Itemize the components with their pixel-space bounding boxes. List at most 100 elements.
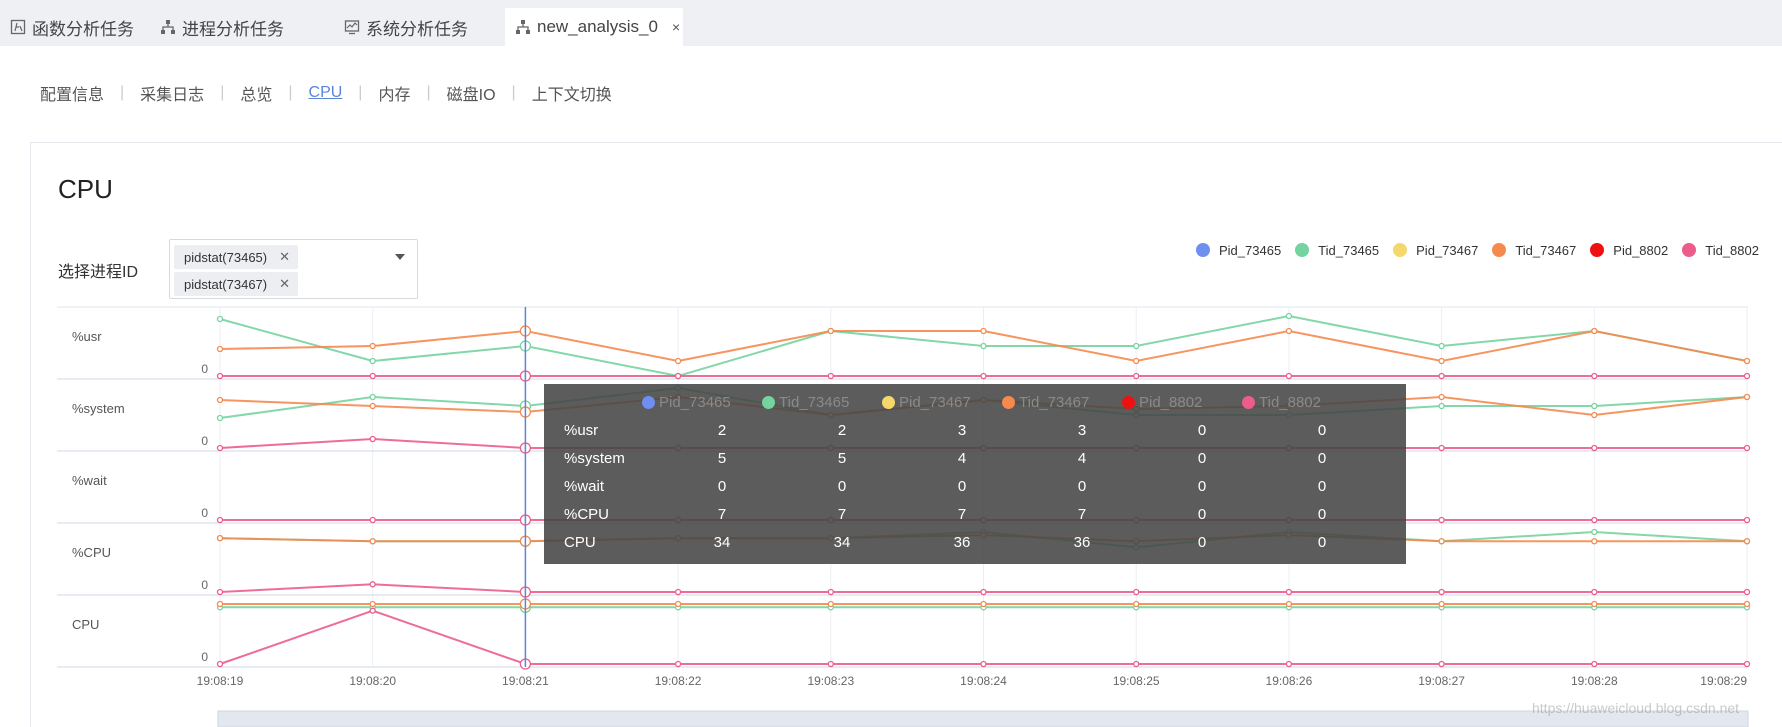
legend-item[interactable]: Pid_73467 bbox=[1393, 243, 1478, 258]
tooltip-value: 0 bbox=[1077, 478, 1087, 495]
tooltip-value: 34 bbox=[713, 534, 731, 551]
data-point bbox=[1591, 327, 1598, 335]
legend-item[interactable]: Tid_8802 bbox=[1682, 243, 1759, 258]
tooltip-series-name: Pid_8802 bbox=[1139, 394, 1203, 411]
tooltip-value: 0 bbox=[1317, 534, 1327, 551]
x-tick-label: 19:08:22 bbox=[655, 674, 702, 688]
tab-process-analysis[interactable]: 进程分析任务 bbox=[150, 8, 294, 46]
tab-function-analysis[interactable]: 函数分析任务 bbox=[0, 8, 144, 46]
data-point bbox=[1438, 372, 1445, 380]
tooltip-series-name: Pid_73465 bbox=[659, 394, 731, 411]
subnav-cpu[interactable]: CPU bbox=[308, 84, 343, 101]
series-dot-icon bbox=[1242, 396, 1255, 409]
data-point bbox=[1285, 588, 1293, 596]
data-point bbox=[369, 402, 376, 410]
x-tick-label: 19:08:19 bbox=[197, 674, 244, 688]
data-point bbox=[674, 600, 682, 608]
close-icon[interactable]: × bbox=[671, 19, 681, 35]
data-point bbox=[1133, 357, 1140, 365]
data-point bbox=[1591, 444, 1598, 452]
tooltip-value: 36 bbox=[953, 534, 971, 551]
legend-item[interactable]: Tid_73467 bbox=[1492, 243, 1576, 258]
tooltip-value: 4 bbox=[957, 450, 967, 467]
chip-label: pidstat(73467) bbox=[184, 276, 268, 292]
tooltip-value: 0 bbox=[957, 478, 967, 495]
data-point bbox=[1133, 372, 1140, 380]
data-point bbox=[827, 588, 834, 596]
hierarchy-icon bbox=[160, 19, 176, 35]
tooltip-value: 0 bbox=[837, 478, 847, 495]
tooltip-value: 0 bbox=[1317, 506, 1327, 523]
legend-dot-icon bbox=[1393, 243, 1408, 257]
tab-system-analysis[interactable]: 系统分析任务 bbox=[334, 8, 478, 46]
tooltip-value: 36 bbox=[1073, 534, 1091, 551]
data-point bbox=[216, 660, 224, 668]
data-point bbox=[1133, 660, 1140, 668]
data-point bbox=[1743, 600, 1751, 608]
tooltip-row: %system 5 5 4 4 0 0 bbox=[544, 450, 1406, 472]
x-tick-label: 19:08:21 bbox=[502, 674, 549, 688]
zoom-slider bbox=[217, 710, 1749, 727]
data-point bbox=[1438, 393, 1445, 401]
chip-remove-icon[interactable]: ✕ bbox=[279, 249, 291, 264]
tooltip-row: %usr 2 2 3 3 0 0 bbox=[544, 422, 1406, 444]
tooltip-value: 2 bbox=[837, 422, 847, 439]
tooltip-value: 0 bbox=[1317, 478, 1327, 495]
subnav-separator: | bbox=[426, 84, 431, 101]
data-point bbox=[369, 435, 376, 443]
process-id-select[interactable]: pidstat(73465) ✕ pidstat(73467) ✕ bbox=[169, 239, 418, 299]
tooltip-series-name: Tid_8802 bbox=[1259, 394, 1321, 411]
subnav-disk-io[interactable]: 磁盘IO bbox=[446, 87, 496, 104]
tooltip-row-label: %wait bbox=[564, 478, 605, 495]
chevron-down-icon[interactable] bbox=[395, 254, 405, 260]
tooltip-value: 0 bbox=[1317, 422, 1327, 439]
panel-label: CPU bbox=[72, 617, 99, 632]
tooltip-column-header: Pid_73467 bbox=[882, 394, 971, 411]
tooltip-value: 0 bbox=[1197, 506, 1207, 523]
subnav-collection-log[interactable]: 采集日志 bbox=[140, 87, 205, 104]
tab-label: 函数分析任务 bbox=[32, 19, 134, 39]
data-point bbox=[369, 607, 376, 614]
tooltip-value: 34 bbox=[833, 534, 851, 551]
legend-dot-icon bbox=[1196, 243, 1210, 257]
data-point bbox=[216, 372, 224, 380]
subnav-separator: | bbox=[120, 84, 125, 101]
tooltip-column-header: Tid_73465 bbox=[762, 394, 849, 411]
tooltip-value: 3 bbox=[957, 422, 967, 439]
tooltip-row: CPU 34 34 36 36 0 0 bbox=[544, 534, 1406, 556]
series-dot-icon bbox=[642, 396, 655, 409]
data-point bbox=[1285, 327, 1293, 335]
series-dot-icon bbox=[1002, 396, 1015, 409]
legend-item[interactable]: Pid_8802 bbox=[1590, 243, 1668, 258]
subnav-overview[interactable]: 总览 bbox=[240, 87, 273, 104]
data-point bbox=[369, 342, 376, 350]
data-point bbox=[1743, 516, 1751, 524]
data-point bbox=[369, 372, 376, 380]
data-point bbox=[827, 327, 834, 335]
data-point bbox=[369, 600, 376, 608]
process-chip: pidstat(73465) ✕ bbox=[174, 245, 299, 269]
series-dot-icon bbox=[882, 396, 895, 409]
subnav-context-switch[interactable]: 上下文切换 bbox=[531, 87, 612, 104]
tooltip-column-header: Tid_8802 bbox=[1242, 394, 1321, 411]
tooltip-value: 5 bbox=[837, 450, 847, 467]
legend-label: Tid_8802 bbox=[1705, 242, 1759, 258]
legend-item[interactable]: Pid_73465 bbox=[1196, 243, 1281, 258]
data-point bbox=[1743, 538, 1751, 545]
data-point bbox=[1743, 372, 1751, 380]
tab-new-analysis-0[interactable]: new_analysis_0 × bbox=[505, 8, 683, 46]
tooltip-row-label: %system bbox=[564, 450, 625, 467]
data-point bbox=[1438, 588, 1445, 596]
data-point bbox=[369, 516, 376, 524]
tooltip-value: 7 bbox=[957, 506, 967, 523]
subnav-config-info[interactable]: 配置信息 bbox=[40, 87, 105, 104]
data-point bbox=[1743, 357, 1751, 365]
subnav-memory[interactable]: 内存 bbox=[378, 87, 411, 104]
chip-remove-icon[interactable]: ✕ bbox=[279, 276, 291, 291]
legend-dot-icon bbox=[1492, 243, 1507, 257]
data-point bbox=[1591, 660, 1598, 668]
legend-dot-icon bbox=[1295, 243, 1310, 257]
data-point bbox=[674, 588, 682, 596]
tooltip-column-header: Tid_73467 bbox=[1002, 394, 1089, 411]
legend-item[interactable]: Tid_73465 bbox=[1295, 243, 1379, 258]
